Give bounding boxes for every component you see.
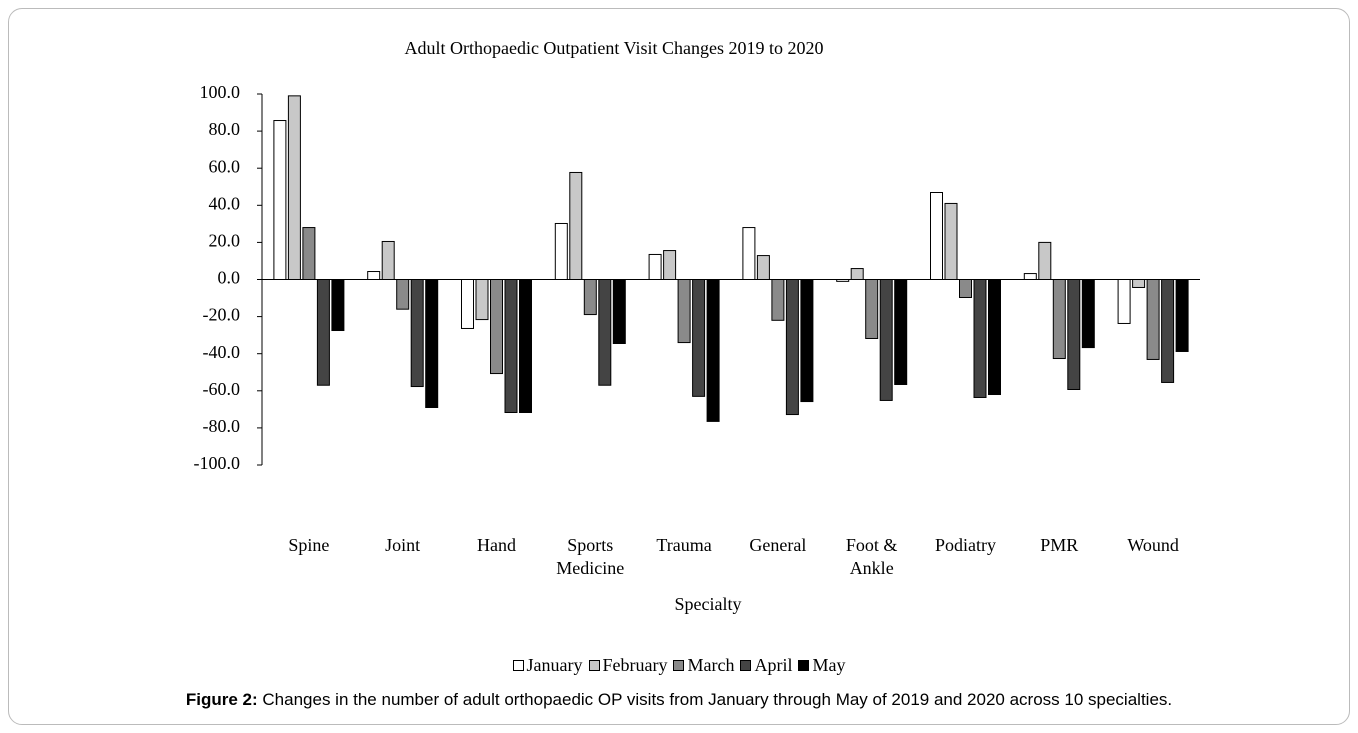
bar bbox=[785, 279, 799, 416]
bar bbox=[1052, 279, 1066, 360]
bar bbox=[692, 279, 706, 397]
x-tick-label: Sports Medicine bbox=[556, 535, 625, 578]
bar bbox=[800, 279, 814, 403]
bar bbox=[973, 279, 987, 398]
bar bbox=[1023, 273, 1037, 280]
y-tick-label: 20.0 bbox=[209, 231, 241, 251]
bar bbox=[583, 279, 597, 316]
bar bbox=[1067, 279, 1081, 391]
y-tick-label: -40.0 bbox=[203, 342, 241, 362]
legend-swatch bbox=[588, 660, 600, 671]
bar bbox=[461, 279, 474, 329]
bar bbox=[331, 279, 345, 332]
bar bbox=[367, 271, 381, 280]
bar bbox=[425, 279, 439, 408]
bar bbox=[1146, 279, 1160, 360]
bar bbox=[706, 279, 720, 422]
frame bbox=[8, 8, 1350, 725]
legend-swatch bbox=[740, 660, 752, 671]
legend-label: May bbox=[812, 655, 846, 675]
bar bbox=[612, 279, 626, 344]
legend-label: January bbox=[526, 655, 583, 675]
bar bbox=[1081, 279, 1095, 349]
bar bbox=[569, 171, 583, 281]
y-tick-label: 0.0 bbox=[218, 268, 241, 288]
bar bbox=[598, 279, 612, 386]
x-tick-label: Foot & Ankle bbox=[845, 535, 898, 578]
legend-swatch bbox=[512, 660, 524, 671]
bar bbox=[742, 227, 756, 280]
bar bbox=[879, 279, 893, 401]
y-tick-label: 40.0 bbox=[209, 193, 241, 213]
bar bbox=[865, 279, 879, 339]
bar bbox=[894, 279, 908, 385]
legend-swatch bbox=[798, 660, 810, 671]
y-tick-label: 100.0 bbox=[200, 82, 241, 102]
bar bbox=[273, 120, 287, 280]
bar bbox=[756, 255, 770, 280]
bar bbox=[381, 240, 395, 281]
y-tick-label: -20.0 bbox=[203, 305, 241, 325]
legend-item: April bbox=[740, 655, 792, 676]
bar bbox=[1117, 279, 1131, 324]
bar bbox=[396, 279, 410, 310]
x-tick-label: Podiatry bbox=[935, 535, 996, 555]
x-tick-label: Hand bbox=[477, 535, 516, 555]
legend-swatch bbox=[673, 660, 685, 671]
bar bbox=[771, 279, 785, 321]
bar bbox=[930, 192, 943, 280]
bar bbox=[1038, 241, 1052, 280]
caption-label: Figure 2: bbox=[185, 690, 258, 709]
x-tick-label: PMR bbox=[1040, 535, 1079, 555]
bar bbox=[1132, 279, 1146, 288]
y-tick-label: -80.0 bbox=[203, 416, 241, 436]
bar bbox=[988, 279, 1001, 396]
legend-label: April bbox=[754, 655, 793, 675]
bar bbox=[316, 279, 330, 386]
bar bbox=[850, 268, 864, 281]
bar bbox=[302, 227, 316, 280]
bar bbox=[1161, 279, 1175, 383]
bar bbox=[504, 279, 518, 414]
legend-item: March bbox=[673, 655, 734, 676]
legend-item: January bbox=[512, 655, 583, 676]
x-tick-label: General bbox=[749, 535, 807, 555]
bar bbox=[677, 279, 691, 344]
y-tick-label: -100.0 bbox=[194, 453, 241, 473]
legend-item: May bbox=[798, 655, 845, 676]
bar bbox=[490, 279, 503, 375]
bar bbox=[475, 279, 489, 321]
chart-title: Adult Orthopaedic Outpatient Visit Chang… bbox=[404, 38, 823, 58]
y-tick-label: 60.0 bbox=[209, 156, 241, 176]
bar bbox=[663, 250, 677, 280]
caption-text: Changes in the number of adult orthopaed… bbox=[262, 690, 1173, 709]
x-tick-label: Spine bbox=[288, 535, 330, 555]
bar bbox=[410, 279, 424, 388]
x-axis-label: Specialty bbox=[674, 594, 742, 614]
legend: January February March April May bbox=[0, 655, 1358, 676]
legend-label: February bbox=[602, 655, 668, 675]
bar bbox=[944, 202, 958, 281]
bar bbox=[648, 253, 662, 281]
caption: Figure 2: Changes in the number of adult… bbox=[0, 690, 1358, 710]
bar bbox=[1175, 279, 1189, 352]
x-tick-label: Trauma bbox=[656, 535, 712, 555]
bar bbox=[959, 279, 972, 298]
x-tick-label: Wound bbox=[1127, 535, 1179, 555]
y-tick-label: -60.0 bbox=[203, 379, 241, 399]
legend-item: February bbox=[588, 655, 668, 676]
x-tick-label: Joint bbox=[385, 535, 421, 555]
bar bbox=[287, 95, 301, 281]
y-tick-label: 80.0 bbox=[209, 119, 241, 139]
bar bbox=[519, 279, 532, 414]
bar bbox=[554, 222, 568, 281]
legend-label: March bbox=[687, 655, 735, 675]
